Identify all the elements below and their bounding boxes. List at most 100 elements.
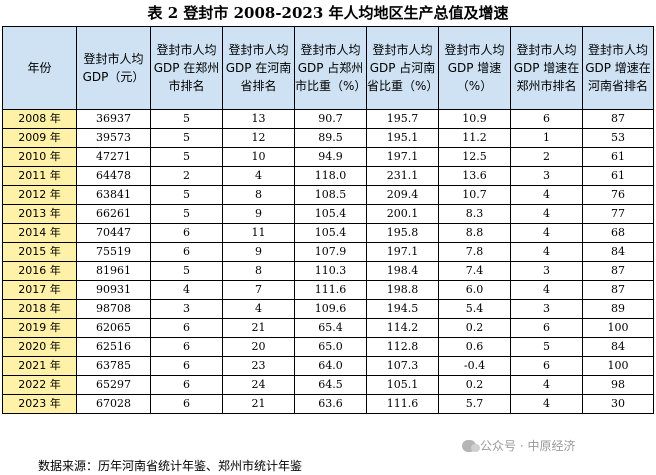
data-cell: 10 <box>222 147 295 167</box>
data-cell: 77 <box>582 204 654 224</box>
data-cell: 197.1 <box>366 147 439 167</box>
data-cell: 231.1 <box>366 166 439 186</box>
data-cell: 90.7 <box>294 109 367 129</box>
year-cell: 2017 年 <box>2 280 77 300</box>
year-cell: 2012 年 <box>2 185 77 205</box>
data-cell: 24 <box>222 375 295 395</box>
data-cell: 47271 <box>76 147 151 167</box>
data-cell: 111.6 <box>366 394 439 414</box>
data-cell: 194.5 <box>366 299 439 319</box>
table-row: 2016 年 81961 5 8 110.3 198.4 7.4 3 87 <box>2 261 654 281</box>
table-row: 2009 年 39573 5 12 89.5 195.1 11.2 1 53 <box>2 128 654 148</box>
data-cell: 4 <box>510 394 583 414</box>
data-cell: 6 <box>150 242 223 262</box>
data-cell: 0.6 <box>438 337 511 357</box>
data-cell: 98708 <box>76 299 151 319</box>
data-cell: 89.5 <box>294 128 367 148</box>
data-cell: 61 <box>582 147 654 167</box>
data-cell: 10.9 <box>438 109 511 129</box>
header-growth-henan-rank: 登封市人均 GDP 增速在河南省排名 <box>582 26 654 110</box>
data-cell: 6 <box>150 223 223 243</box>
data-cell: -0.4 <box>438 356 511 376</box>
data-cell: 39573 <box>76 128 151 148</box>
header-growth-zhengzhou-rank: 登封市人均 GDP 增速在郑州市排名 <box>510 26 583 110</box>
year-cell: 2015 年 <box>2 242 77 262</box>
data-cell: 6 <box>510 356 583 376</box>
header-henan-share: 登封市人均 GDP 占河南省比重（%） <box>366 26 439 110</box>
data-cell: 67028 <box>76 394 151 414</box>
data-cell: 7.8 <box>438 242 511 262</box>
data-cell: 4 <box>510 375 583 395</box>
data-cell: 3 <box>510 299 583 319</box>
year-cell: 2014 年 <box>2 223 77 243</box>
data-cell: 198.4 <box>366 261 439 281</box>
data-cell: 70447 <box>76 223 151 243</box>
data-cell: 12 <box>222 128 295 148</box>
data-cell: 10.7 <box>438 185 511 205</box>
data-cell: 111.6 <box>294 280 367 300</box>
table-title: 表 2 登封市 2008-2023 年人均地区生产总值及增速 <box>147 4 509 22</box>
data-cell: 6 <box>150 318 223 338</box>
data-cell: 87 <box>582 109 654 129</box>
table-row: 2023 年 67028 6 21 63.6 111.6 5.7 4 30 <box>2 394 654 414</box>
data-cell: 107.9 <box>294 242 367 262</box>
data-cell: 8 <box>222 185 295 205</box>
data-cell: 5 <box>150 261 223 281</box>
header-year: 年份 <box>2 26 77 110</box>
data-cell: 1 <box>510 128 583 148</box>
data-cell: 4 <box>510 204 583 224</box>
table-row: 2017 年 90931 4 7 111.6 198.8 6.0 4 87 <box>2 280 654 300</box>
data-cell: 21 <box>222 318 295 338</box>
data-cell: 114.2 <box>366 318 439 338</box>
data-cell: 4 <box>510 280 583 300</box>
data-cell: 13.6 <box>438 166 511 186</box>
data-cell: 200.1 <box>366 204 439 224</box>
data-cell: 98 <box>582 375 654 395</box>
table-row: 2015 年 75519 6 9 107.9 197.1 7.8 4 84 <box>2 242 654 262</box>
data-cell: 3 <box>150 299 223 319</box>
data-cell: 12.5 <box>438 147 511 167</box>
data-cell: 3 <box>510 166 583 186</box>
data-cell: 8.8 <box>438 223 511 243</box>
data-cell: 4 <box>222 299 295 319</box>
data-cell: 5 <box>150 147 223 167</box>
table-row: 2022 年 65297 6 24 64.5 105.1 0.2 4 98 <box>2 375 654 395</box>
year-cell: 2010 年 <box>2 147 77 167</box>
header-growth-rate: 登封市人均 GDP 增速（%） <box>438 26 511 110</box>
data-cell: 5 <box>150 128 223 148</box>
data-cell: 110.3 <box>294 261 367 281</box>
data-cell: 68 <box>582 223 654 243</box>
data-cell: 62065 <box>76 318 151 338</box>
table-row: 2018 年 98708 3 4 109.6 194.5 5.4 3 89 <box>2 299 654 319</box>
data-cell: 23 <box>222 356 295 376</box>
data-cell: 100 <box>582 356 654 376</box>
data-cell: 75519 <box>76 242 151 262</box>
data-cell: 65297 <box>76 375 151 395</box>
data-cell: 108.5 <box>294 185 367 205</box>
data-cell: 6 <box>150 337 223 357</box>
data-cell: 0.2 <box>438 318 511 338</box>
table-row: 2008 年 36937 5 13 90.7 195.7 10.9 6 87 <box>2 109 654 129</box>
data-cell: 11 <box>222 223 295 243</box>
header-per-capita-gdp: 登封市人均 GDP（元） <box>76 26 151 110</box>
data-cell: 6.0 <box>438 280 511 300</box>
table-row: 2012 年 63841 5 8 108.5 209.4 10.7 4 76 <box>2 185 654 205</box>
table-row: 2013 年 66261 5 9 105.4 200.1 8.3 4 77 <box>2 204 654 224</box>
data-cell: 5.7 <box>438 394 511 414</box>
table-body: 2008 年 36937 5 13 90.7 195.7 10.9 6 87 2009 年 3957… <box>2 109 654 414</box>
data-cell: 6 <box>510 109 583 129</box>
data-cell: 8.3 <box>438 204 511 224</box>
table-row: 2011 年 64478 2 4 118.0 231.1 13.6 3 61 <box>2 166 654 186</box>
data-cell: 198.8 <box>366 280 439 300</box>
data-cell: 6 <box>150 356 223 376</box>
data-cell: 112.8 <box>366 337 439 357</box>
watermark-text: 公众号 · 中原经济 <box>480 439 576 453</box>
data-cell: 8 <box>222 261 295 281</box>
data-cell: 118.0 <box>294 166 367 186</box>
data-cell: 65.4 <box>294 318 367 338</box>
gdp-table: 年份 登封市人均 GDP（元） 登封市人均 GDP 在郑州市排名 登封市人均 G… <box>2 26 654 414</box>
header-henan-rank: 登封市人均 GDP 在河南省排名 <box>222 26 295 110</box>
data-cell: 21 <box>222 394 295 414</box>
data-cell: 4 <box>222 166 295 186</box>
year-cell: 2013 年 <box>2 204 77 224</box>
